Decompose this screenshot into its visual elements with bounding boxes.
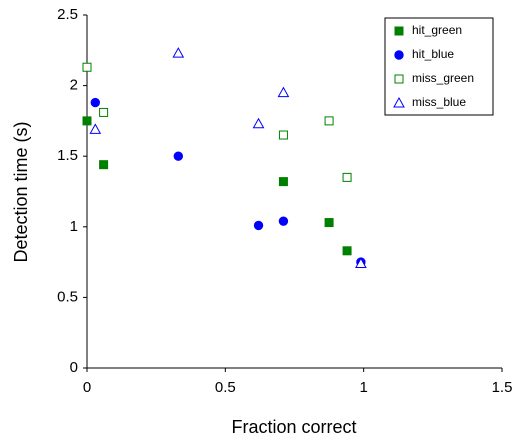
legend-marker [393,96,405,108]
x-tick-label: 1.5 [492,379,513,396]
legend-marker [394,50,404,60]
point [342,246,352,256]
point [324,218,334,228]
y-axis-label: Detection time (s) [11,121,31,262]
point [278,177,288,187]
y-tick-label: 1 [70,218,78,235]
point [89,123,102,134]
x-tick-label: 0 [83,379,91,396]
y-tick-label: 0 [70,359,78,376]
point [90,97,101,108]
point [342,172,352,182]
point [172,47,185,58]
legend-label: miss_green [412,71,474,85]
legend-label: miss_blue [412,95,466,109]
y-tick-label: 0.5 [57,288,78,305]
point [99,160,109,170]
point [278,130,288,140]
point [324,116,334,126]
point [252,117,265,129]
point [82,116,92,126]
y-tick-label: 1.5 [57,147,78,164]
x-axis-label: Fraction correct [231,417,356,437]
point [277,86,290,98]
legend-label: hit_blue [412,47,454,61]
y-tick-label: 2.5 [57,6,78,23]
point [82,62,92,72]
point [99,107,109,117]
point [355,257,367,269]
legend-marker [394,74,404,84]
legend-label: hit_green [412,23,462,37]
point [278,216,289,226]
x-tick-label: 0.5 [215,379,236,396]
y-tick-label: 2 [70,77,78,94]
point [253,220,264,231]
x-tick-label: 1 [359,379,367,396]
legend-marker [394,26,404,36]
point [173,151,184,161]
